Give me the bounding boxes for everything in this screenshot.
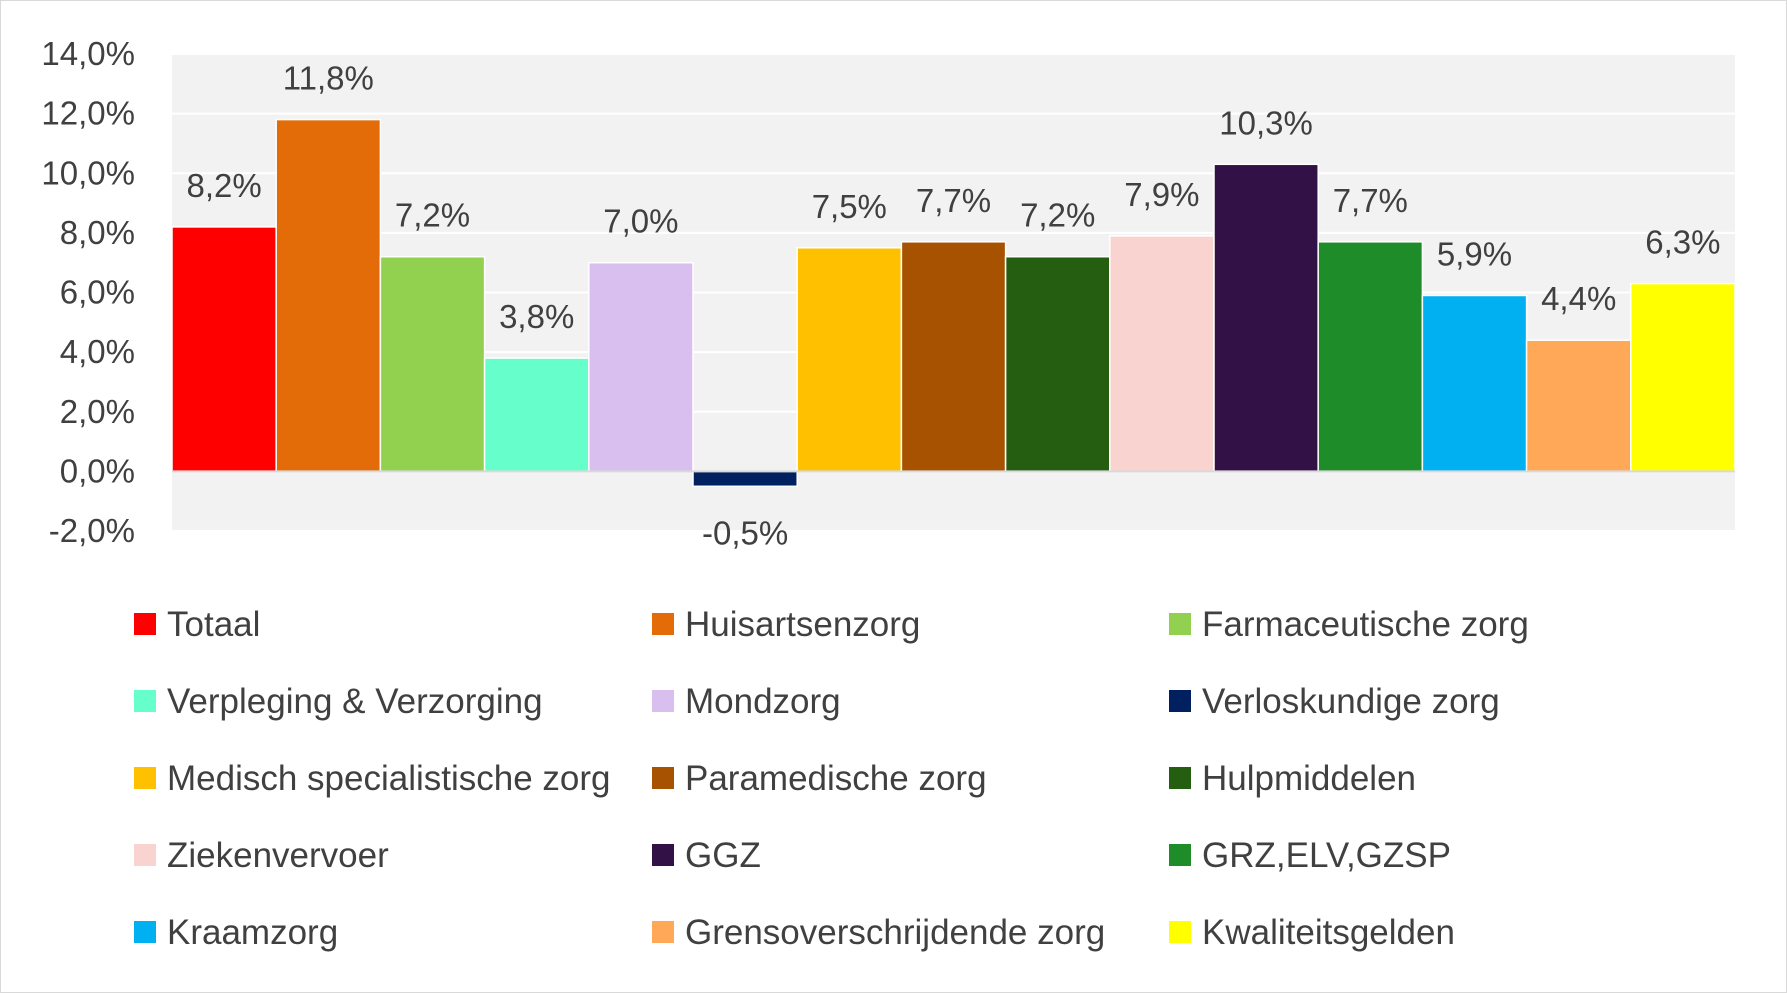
legend-swatch bbox=[134, 844, 156, 866]
legend-swatch bbox=[652, 690, 674, 712]
legend-label: Huisartsenzorg bbox=[685, 605, 920, 644]
legend-label: Ziekenvervoer bbox=[167, 836, 389, 875]
bar-kraamzorg bbox=[1421, 294, 1528, 473]
legend-label: GRZ,ELV,GZSP bbox=[1202, 836, 1451, 875]
legend-swatch bbox=[134, 613, 156, 635]
y-axis-tick-labels: -2,0% 0,0% 2,0% 4,0% 6,0% 8,0% 10,0% 12,0% 14,0% bbox=[41, 35, 135, 549]
data-label: 11,8% bbox=[283, 60, 374, 97]
legend-item: Medisch specialistische zorg bbox=[134, 759, 611, 798]
legend-label: Kwaliteitsgelden bbox=[1202, 913, 1455, 952]
legend-item: Mondzorg bbox=[652, 682, 841, 721]
legend-swatch bbox=[652, 844, 674, 866]
data-label: 7,0% bbox=[603, 203, 678, 240]
bar-grensoverschrijdende-zorg bbox=[1525, 339, 1632, 473]
data-label: 7,5% bbox=[812, 188, 887, 225]
legend-swatch bbox=[652, 613, 674, 635]
legend-label: Farmaceutische zorg bbox=[1202, 605, 1529, 644]
y-tick-label: 10,0% bbox=[41, 154, 135, 191]
bar-totaal bbox=[171, 226, 277, 473]
legend-item: GGZ bbox=[652, 836, 761, 875]
legend-item: GRZ,ELV,GZSP bbox=[1169, 836, 1451, 875]
legend-item: Kraamzorg bbox=[134, 913, 338, 952]
legend-swatch bbox=[1169, 921, 1191, 943]
data-labels: 8,2% 11,8% 7,2% 3,8% 7,0% -0,5% 7,5% 7,7% 7,2% 7,… bbox=[186, 60, 1720, 552]
data-label: 3,8% bbox=[499, 298, 574, 335]
y-tick-label: -2,0% bbox=[49, 512, 135, 549]
y-tick-label: 2,0% bbox=[60, 393, 135, 430]
y-tick-label: 8,0% bbox=[60, 214, 135, 251]
legend-item: Hulpmiddelen bbox=[1169, 759, 1416, 798]
data-label: 10,3% bbox=[1219, 104, 1313, 141]
y-tick-label: 12,0% bbox=[41, 95, 135, 132]
y-tick-label: 0,0% bbox=[60, 452, 135, 489]
data-label: 7,7% bbox=[916, 182, 991, 219]
bar-kwaliteitsgelden bbox=[1630, 282, 1736, 473]
legend-label: GGZ bbox=[685, 836, 761, 875]
y-tick-label: 4,0% bbox=[60, 333, 135, 370]
legend-swatch bbox=[134, 767, 156, 789]
legend-swatch bbox=[134, 921, 156, 943]
legend-item: Totaal bbox=[134, 605, 260, 644]
legend-item: Ziekenvervoer bbox=[134, 836, 389, 875]
legend-swatch bbox=[1169, 767, 1191, 789]
legend-item: Verloskundige zorg bbox=[1169, 682, 1500, 721]
legend-swatch bbox=[1169, 844, 1191, 866]
bar-ggz bbox=[1213, 163, 1319, 473]
bar-farmaceutische-zorg bbox=[379, 255, 486, 473]
legend-label: Hulpmiddelen bbox=[1202, 759, 1416, 798]
data-label: 5,9% bbox=[1437, 235, 1512, 272]
legend-swatch bbox=[134, 690, 156, 712]
data-label: 7,9% bbox=[1124, 176, 1199, 213]
legend-item: Huisartsenzorg bbox=[652, 605, 920, 644]
bar-verloskundige-zorg bbox=[692, 470, 798, 488]
data-label: 6,3% bbox=[1645, 224, 1720, 261]
legend-label: Verloskundige zorg bbox=[1202, 682, 1500, 721]
legend-item: Paramedische zorg bbox=[652, 759, 987, 798]
data-label: 7,2% bbox=[1020, 197, 1095, 234]
bar-paramedische-zorg bbox=[900, 241, 1007, 473]
data-label: -0,5% bbox=[702, 514, 788, 551]
bar-verpleging-verzorging bbox=[483, 357, 590, 473]
bars bbox=[171, 118, 1736, 488]
data-label: 4,4% bbox=[1541, 280, 1616, 317]
legend-label: Totaal bbox=[167, 605, 260, 644]
legend-label: Grensoverschrijdende zorg bbox=[685, 913, 1105, 952]
bar-medisch-specialistische-zorg bbox=[796, 247, 903, 473]
legend-item: Verpleging & Verzorging bbox=[134, 682, 543, 721]
legend-label: Paramedische zorg bbox=[685, 759, 987, 798]
legend-swatch bbox=[652, 767, 674, 789]
legend: Totaal Huisartsenzorg Farmaceutische zorg V… bbox=[134, 605, 1529, 952]
legend-swatch bbox=[1169, 613, 1191, 635]
legend-item: Grensoverschrijdende zorg bbox=[652, 913, 1105, 952]
bar-mondzorg bbox=[588, 261, 694, 473]
bar-ziekenvervoer bbox=[1109, 235, 1215, 473]
legend-label: Verpleging & Verzorging bbox=[167, 682, 543, 721]
data-label: 7,2% bbox=[395, 197, 470, 234]
legend-item: Farmaceutische zorg bbox=[1169, 605, 1529, 644]
legend-label: Mondzorg bbox=[685, 682, 841, 721]
data-label: 7,7% bbox=[1333, 182, 1408, 219]
legend-swatch bbox=[652, 921, 674, 943]
bar-grz-elv-gzsp bbox=[1317, 241, 1424, 473]
bar-huisartsenzorg bbox=[275, 118, 382, 473]
bar-hulpmiddelen bbox=[1004, 255, 1111, 473]
legend-item: Kwaliteitsgelden bbox=[1169, 913, 1455, 952]
legend-label: Kraamzorg bbox=[167, 913, 338, 952]
legend-swatch bbox=[1169, 690, 1191, 712]
legend-label: Medisch specialistische zorg bbox=[167, 759, 611, 798]
y-tick-label: 6,0% bbox=[60, 274, 135, 311]
data-label: 8,2% bbox=[186, 167, 261, 204]
y-tick-label: 14,0% bbox=[41, 35, 135, 72]
